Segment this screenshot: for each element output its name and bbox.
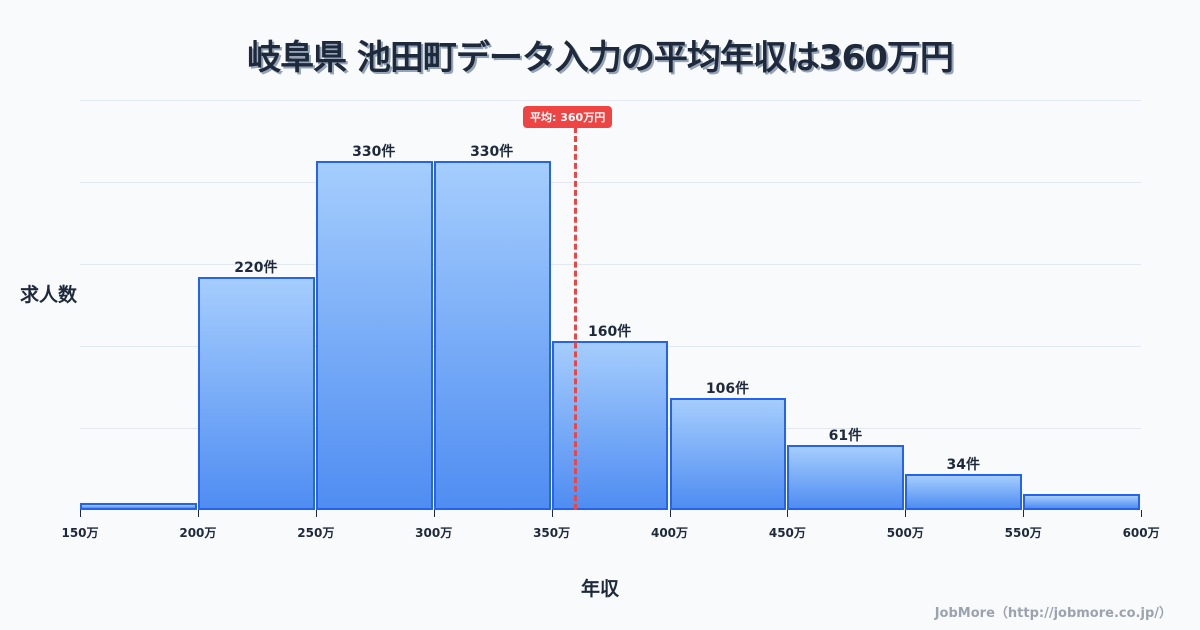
x-tick-label: 400万	[650, 526, 689, 540]
histogram-bar	[1023, 494, 1141, 510]
x-tick-label: 350万	[533, 526, 571, 540]
gridline	[80, 182, 1141, 183]
x-tick	[1141, 510, 1143, 517]
x-axis-label: 年収	[580, 578, 619, 600]
x-tick	[551, 510, 553, 517]
x-tick-label: 550万	[1004, 526, 1042, 540]
bar-value-label: 106件	[705, 381, 750, 397]
histogram-bar	[551, 341, 669, 510]
y-axis-label: 求人数	[20, 284, 78, 306]
average-line	[574, 127, 577, 510]
plot-area: 220件 330件 330件 160件 106件 61件 34件	[80, 100, 1141, 510]
x-tick	[787, 510, 789, 517]
histogram-bar	[905, 474, 1023, 510]
histogram-bar	[669, 398, 787, 510]
histogram-bar	[80, 503, 197, 510]
x-tick-label: 500万	[886, 526, 924, 540]
gridline	[80, 264, 1141, 265]
x-tick	[905, 510, 907, 517]
bar-value-label: 160件	[587, 324, 632, 340]
x-tick-label: 200万	[179, 526, 217, 540]
x-tick	[433, 510, 435, 517]
x-tick-label: 150万	[61, 526, 99, 540]
bar-value-label: 34件	[946, 457, 981, 473]
gridline	[80, 100, 1141, 101]
bar-value-label: 220件	[234, 260, 278, 276]
histogram-bar	[787, 445, 905, 510]
x-tick	[669, 510, 671, 517]
x-tick	[197, 510, 199, 517]
bar-value-label: 330件	[352, 144, 396, 160]
histogram-bar	[197, 277, 315, 510]
bar-value-label: 330件	[470, 144, 514, 160]
x-tick-label: 600万	[1122, 526, 1160, 540]
x-tick	[80, 510, 81, 517]
bar-value-label: 61件	[828, 428, 863, 444]
x-tick	[315, 510, 317, 517]
x-tick-label: 450万	[768, 526, 806, 540]
histogram-bar	[433, 161, 551, 510]
chart-title: 岐阜県 池田町データ入力の平均年収は360万円	[247, 38, 954, 78]
x-tick-label: 300万	[415, 526, 453, 540]
average-badge: 平均: 360万円	[523, 106, 613, 128]
credit: JobMore（http://jobmore.co.jp/）	[934, 606, 1172, 621]
x-tick-label: 250万	[297, 526, 335, 540]
x-tick	[1023, 510, 1025, 517]
histogram-bar	[315, 161, 433, 510]
